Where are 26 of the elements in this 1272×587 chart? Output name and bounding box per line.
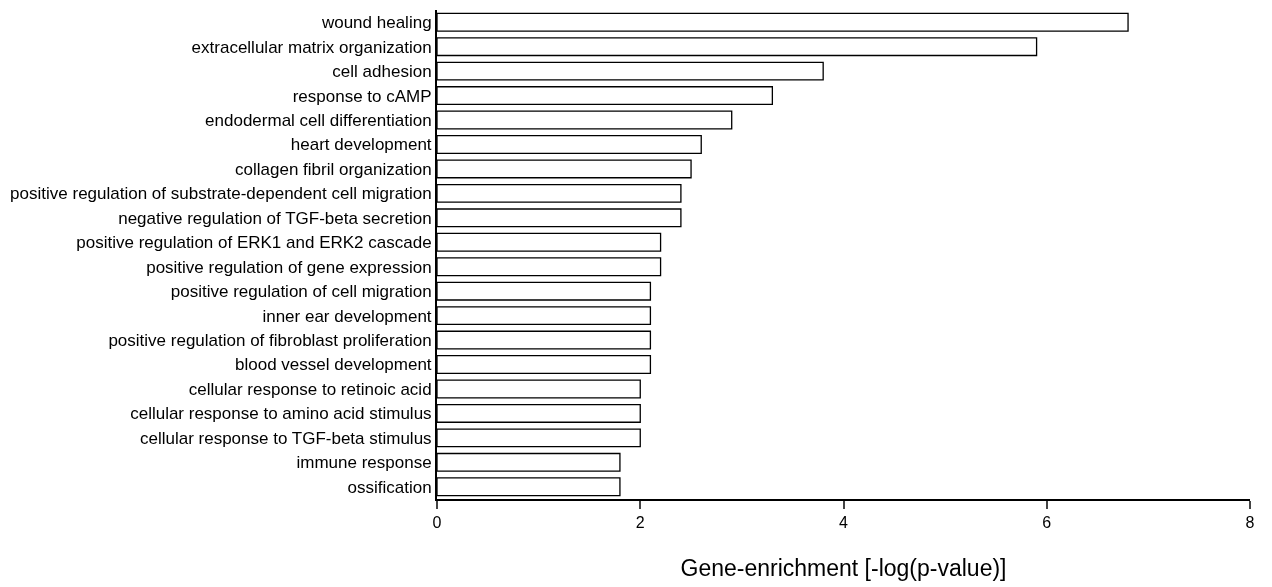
y-tick-label: heart development bbox=[290, 135, 432, 155]
y-tick-label: positive regulation of fibroblast proliferation bbox=[108, 331, 432, 351]
y-tick-label: positive regulation of gene expression bbox=[146, 257, 432, 277]
y-tick-label: blood vessel development bbox=[235, 355, 432, 375]
y-tick-label: cellular response to amino acid stimulus bbox=[130, 404, 432, 424]
y-tick-label: positive regulation of cell migration bbox=[170, 282, 432, 302]
x-tick-label: 4 bbox=[839, 514, 849, 532]
y-tick-label: endodermal cell differentiation bbox=[205, 110, 432, 130]
y-tick-label: cell adhesion bbox=[332, 62, 432, 82]
y-tick-label: positive regulation of ERK1 and ERK2 cascade bbox=[76, 233, 432, 253]
y-tick-label: positive regulation of substrate-dependent cell migration bbox=[10, 184, 432, 204]
y-tick-label: cellular response to retinoic acid bbox=[188, 379, 432, 399]
x-tick-label: 8 bbox=[1245, 514, 1255, 532]
y-tick-label: negative regulation of TGF-beta secretion bbox=[118, 208, 432, 228]
y-tick-label: cellular response to TGF-beta stimulus bbox=[139, 428, 432, 448]
x-tick-label: 0 bbox=[432, 514, 442, 532]
y-tick-label: response to cAMP bbox=[292, 86, 432, 106]
y-tick-label: wound healing bbox=[320, 13, 432, 33]
x-tick-label: 6 bbox=[1042, 514, 1052, 532]
y-tick-label: inner ear development bbox=[262, 306, 432, 326]
y-tick-label: immune response bbox=[296, 453, 432, 473]
x-tick-label: 2 bbox=[635, 514, 645, 532]
y-tick-label: ossification bbox=[347, 477, 432, 497]
x-axis-title: Gene-enrichment [-log(p-value)] bbox=[680, 555, 1007, 582]
y-tick-label: extracellular matrix organization bbox=[191, 37, 432, 57]
y-tick-label: collagen fibril organization bbox=[235, 159, 432, 179]
